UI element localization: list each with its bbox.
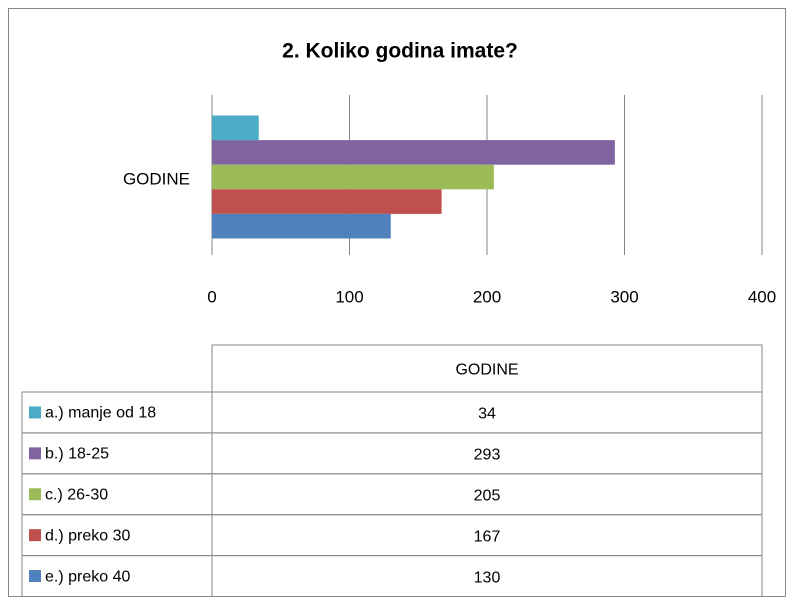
bar xyxy=(212,189,442,214)
legend-swatch xyxy=(29,570,41,583)
table-value: 130 xyxy=(474,569,501,586)
legend-label: b.) 18-25 xyxy=(45,446,109,463)
x-tick-label: 0 xyxy=(207,287,216,306)
legend-label: e.) preko 40 xyxy=(45,568,130,585)
bar xyxy=(212,164,494,190)
table-value: 293 xyxy=(474,447,501,464)
table-value: 34 xyxy=(478,406,496,423)
legend-label: c.) 26-30 xyxy=(45,486,108,503)
legend-swatch xyxy=(29,406,41,419)
legend-swatch xyxy=(29,529,41,542)
legend-label: a.) manje od 18 xyxy=(45,405,156,422)
x-tick-label: 200 xyxy=(473,287,501,306)
x-tick-label: 300 xyxy=(610,287,638,306)
legend-swatch xyxy=(29,488,41,501)
bar xyxy=(212,115,259,141)
bar xyxy=(212,213,391,239)
chart-title: 2. Koliko godina imate? xyxy=(282,40,518,63)
x-tick-label: 400 xyxy=(748,287,776,306)
legend-label: d.) preko 30 xyxy=(45,527,130,544)
x-tick-label: 100 xyxy=(335,287,363,306)
table-value: 205 xyxy=(474,487,501,504)
table-header: GODINE xyxy=(455,362,518,379)
y-tick-label: GODINE xyxy=(123,169,190,188)
table-value-cell xyxy=(211,555,763,597)
bar xyxy=(212,140,615,165)
chart-border xyxy=(8,8,786,597)
legend-swatch xyxy=(29,447,41,460)
table-value: 167 xyxy=(474,528,501,545)
